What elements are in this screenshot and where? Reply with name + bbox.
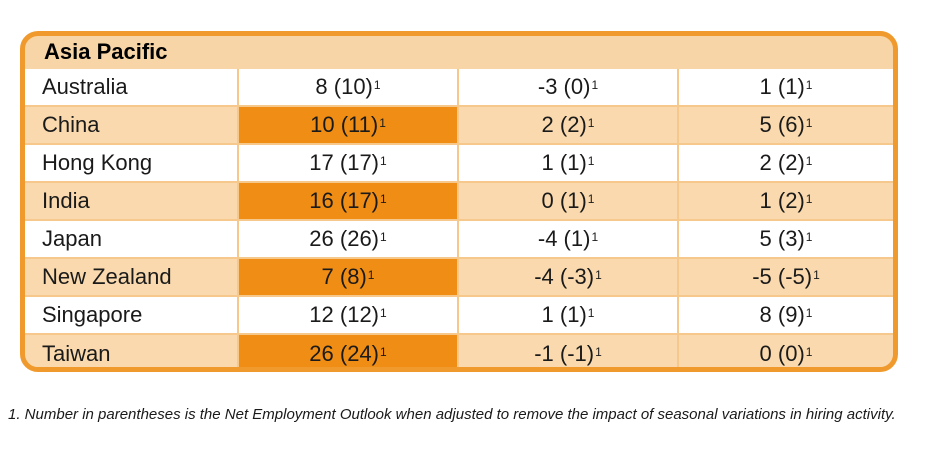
footnote-marker: 1 [591, 230, 599, 244]
table-row: Taiwan 26 (24) 1 -1 (-1) 1 0 (0) 1 [25, 335, 893, 367]
value-cell-c3: 0 (0) 1 [679, 335, 893, 367]
footnote-marker: 1 [380, 230, 387, 244]
value-cell-c1: 10 (11) 1 [239, 107, 459, 143]
footnote-marker: 1 [373, 78, 381, 92]
value-text: 26 (26) [309, 226, 380, 251]
footnote-marker: 1 [805, 78, 813, 92]
value-cell-c1: 12 (12) 1 [239, 297, 459, 333]
value-text: -5 (-5) [752, 264, 813, 289]
value-text: 5 (3) [759, 226, 805, 251]
value-cell-c2: 1 (1) 1 [459, 297, 679, 333]
value-text: -1 (-1) [534, 341, 595, 366]
value-text: 1 (1) [759, 74, 805, 99]
value-cell-c3: 5 (3) 1 [679, 221, 893, 257]
value-cell-c2: 1 (1) 1 [459, 145, 679, 181]
footnote-marker: 1 [587, 116, 595, 130]
value-cell-c1: 26 (24) 1 [239, 335, 459, 367]
footnote-marker: 1 [587, 306, 595, 320]
value-cell-c3: 2 (2) 1 [679, 145, 893, 181]
table-row: Singapore 12 (12) 1 1 (1) 1 8 (9) 1 [25, 297, 893, 335]
value-text: 7 (8) [321, 264, 367, 289]
value-text: 5 (6) [759, 112, 805, 137]
footnote-marker: 1 [587, 192, 595, 206]
value-text: 1 (2) [759, 188, 805, 213]
country-cell: Taiwan [25, 335, 239, 367]
footnote-marker: 1 [595, 345, 602, 359]
value-cell-c1: 7 (8) 1 [239, 259, 459, 295]
footnote-marker: 1 [805, 154, 813, 168]
value-cell-c3: 1 (1) 1 [679, 69, 893, 105]
footnote-marker: 1 [367, 268, 375, 282]
table-row: Hong Kong 17 (17) 1 1 (1) 1 2 (2) 1 [25, 145, 893, 183]
value-text: 10 (11) [310, 112, 379, 137]
country-cell: India [25, 183, 239, 219]
footnote-marker: 1 [591, 78, 599, 92]
value-cell-c2: 0 (1) 1 [459, 183, 679, 219]
footnote-marker: 1 [380, 192, 387, 206]
value-text: 12 (12) [309, 302, 380, 327]
value-cell-c2: 2 (2) 1 [459, 107, 679, 143]
value-cell-c2: -1 (-1) 1 [459, 335, 679, 367]
footnote-marker: 1 [805, 345, 813, 359]
table-rows: Australia 8 (10) 1 -3 (0) 1 1 (1) 1 China 10 (11… [25, 69, 893, 367]
footnote-marker: 1 [595, 268, 602, 282]
footnote-marker: 1 [813, 268, 820, 282]
value-cell-c1: 17 (17) 1 [239, 145, 459, 181]
value-cell-c1: 16 (17) 1 [239, 183, 459, 219]
value-text: -4 (-3) [534, 264, 595, 289]
country-cell: Hong Kong [25, 145, 239, 181]
value-text: 0 (0) [759, 341, 805, 366]
value-text: 8 (10) [315, 74, 373, 99]
footnote-marker: 1 [805, 230, 813, 244]
value-cell-c3: 8 (9) 1 [679, 297, 893, 333]
table-row: New Zealand 7 (8) 1 -4 (-3) 1 -5 (-5) 1 [25, 259, 893, 297]
value-cell-c2: -4 (-3) 1 [459, 259, 679, 295]
value-text: 2 (2) [541, 112, 587, 137]
value-cell-c3: 1 (2) 1 [679, 183, 893, 219]
footnote-marker: 1 [380, 306, 387, 320]
value-cell-c3: -5 (-5) 1 [679, 259, 893, 295]
country-cell: China [25, 107, 239, 143]
region-title: Asia Pacific [44, 39, 168, 64]
footnote-marker: 1 [380, 345, 387, 359]
footnote-marker: 1 [380, 154, 387, 168]
table-row: China 10 (11) 1 2 (2) 1 5 (6) 1 [25, 107, 893, 145]
value-text: 16 (17) [309, 188, 380, 213]
footnote-marker: 1 [379, 116, 386, 130]
footnote-marker: 1 [805, 116, 813, 130]
country-cell: Australia [25, 69, 239, 105]
footnote-marker: 1 [805, 192, 813, 206]
value-text: 1 (1) [541, 150, 587, 175]
country-cell: Japan [25, 221, 239, 257]
value-text: 2 (2) [759, 150, 805, 175]
value-text: 1 (1) [541, 302, 587, 327]
footnote-marker: 1 [805, 306, 813, 320]
country-cell: Singapore [25, 297, 239, 333]
footnote-marker: 1 [587, 154, 595, 168]
table-row: Japan 26 (26) 1 -4 (1) 1 5 (3) 1 [25, 221, 893, 259]
value-text: 8 (9) [759, 302, 805, 327]
region-table: Asia Pacific Australia 8 (10) 1 -3 (0) 1 1 (1… [20, 31, 898, 372]
value-cell-c3: 5 (6) 1 [679, 107, 893, 143]
value-text: 26 (24) [309, 341, 380, 366]
table-row: Australia 8 (10) 1 -3 (0) 1 1 (1) 1 [25, 69, 893, 107]
value-cell-c2: -4 (1) 1 [459, 221, 679, 257]
footnote: 1. Number in parentheses is the Net Empl… [8, 406, 896, 423]
value-cell-c1: 26 (26) 1 [239, 221, 459, 257]
value-text: 17 (17) [309, 150, 380, 175]
value-text: 0 (1) [541, 188, 587, 213]
value-text: -4 (1) [537, 226, 591, 251]
value-cell-c2: -3 (0) 1 [459, 69, 679, 105]
value-text: -3 (0) [537, 74, 591, 99]
table-row: India 16 (17) 1 0 (1) 1 1 (2) 1 [25, 183, 893, 221]
country-cell: New Zealand [25, 259, 239, 295]
value-cell-c1: 8 (10) 1 [239, 69, 459, 105]
